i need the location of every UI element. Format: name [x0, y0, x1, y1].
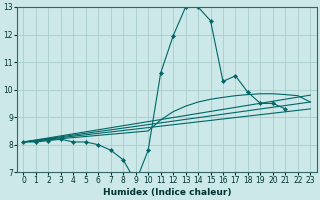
X-axis label: Humidex (Indice chaleur): Humidex (Indice chaleur) [103, 188, 231, 197]
